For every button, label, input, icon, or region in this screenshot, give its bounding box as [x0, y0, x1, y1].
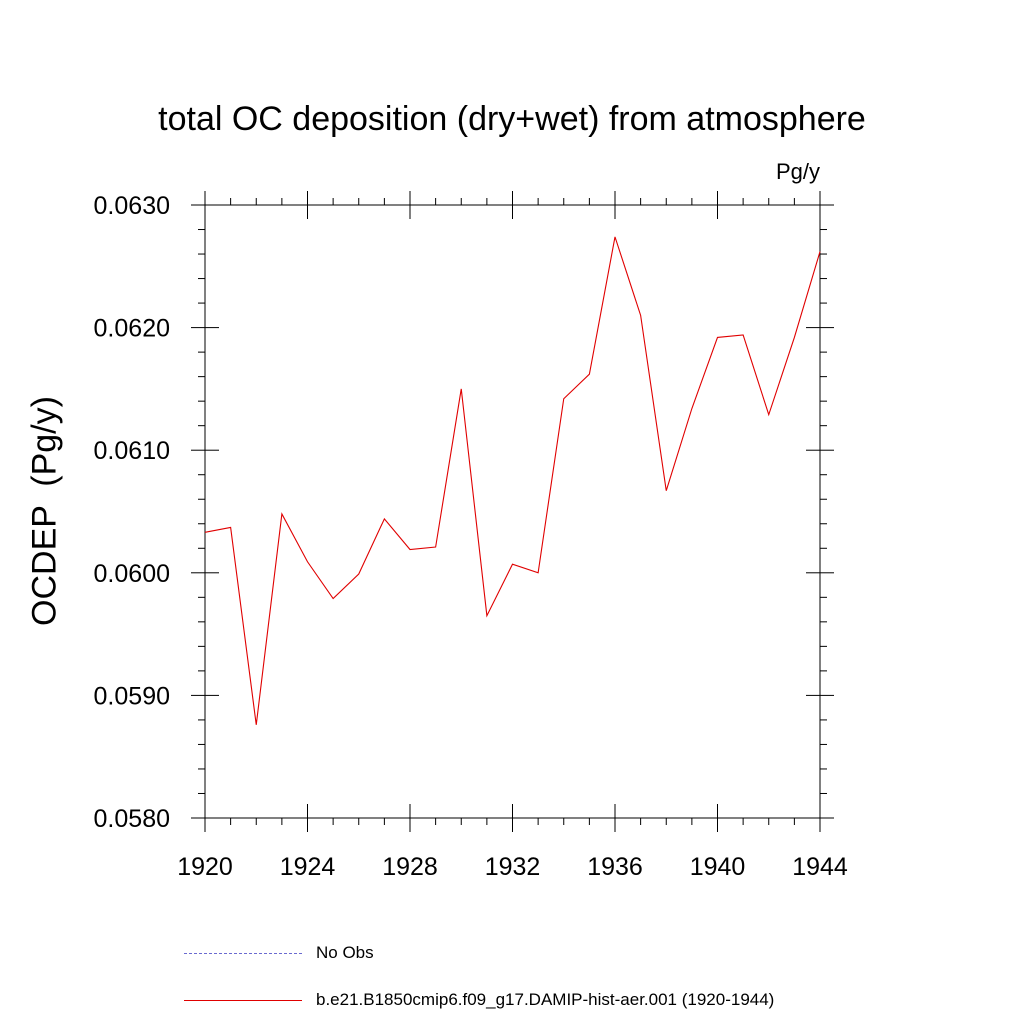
legend-item-no-obs: No Obs	[184, 941, 374, 965]
x-tick-label: 1940	[690, 853, 746, 881]
y-tick-label: 0.0610	[94, 437, 170, 465]
series-line	[204, 236, 821, 725]
legend-label-model: b.e21.B1850cmip6.f09_g17.DAMIP-hist-aer.…	[316, 990, 775, 1009]
legend-solid-swatch	[184, 999, 302, 1001]
plot-frame	[204, 204, 821, 819]
y-tick-label: 0.0580	[94, 805, 170, 833]
units-label: Pg/y	[775, 159, 820, 184]
legend-label-no-obs: No Obs	[316, 943, 374, 962]
y-tick-label: 0.0630	[94, 192, 170, 220]
y-tick-label: 0.0590	[94, 682, 170, 710]
legend-item-model: b.e21.B1850cmip6.f09_g17.DAMIP-hist-aer.…	[184, 988, 774, 1012]
x-tick-label: 1932	[485, 853, 541, 881]
y-tick-label: 0.0620	[94, 315, 170, 343]
y-tick-label: 0.0600	[94, 560, 170, 588]
legend-dash-swatch	[184, 952, 302, 954]
x-tick-label: 1924	[280, 853, 336, 881]
x-tick-label: 1936	[587, 853, 643, 881]
x-tick-label: 1944	[792, 853, 848, 881]
x-tick-label: 1928	[382, 853, 438, 881]
x-tick-label: 1920	[177, 853, 233, 881]
chart-title: total OC deposition (dry+wet) from atmos…	[158, 100, 866, 138]
